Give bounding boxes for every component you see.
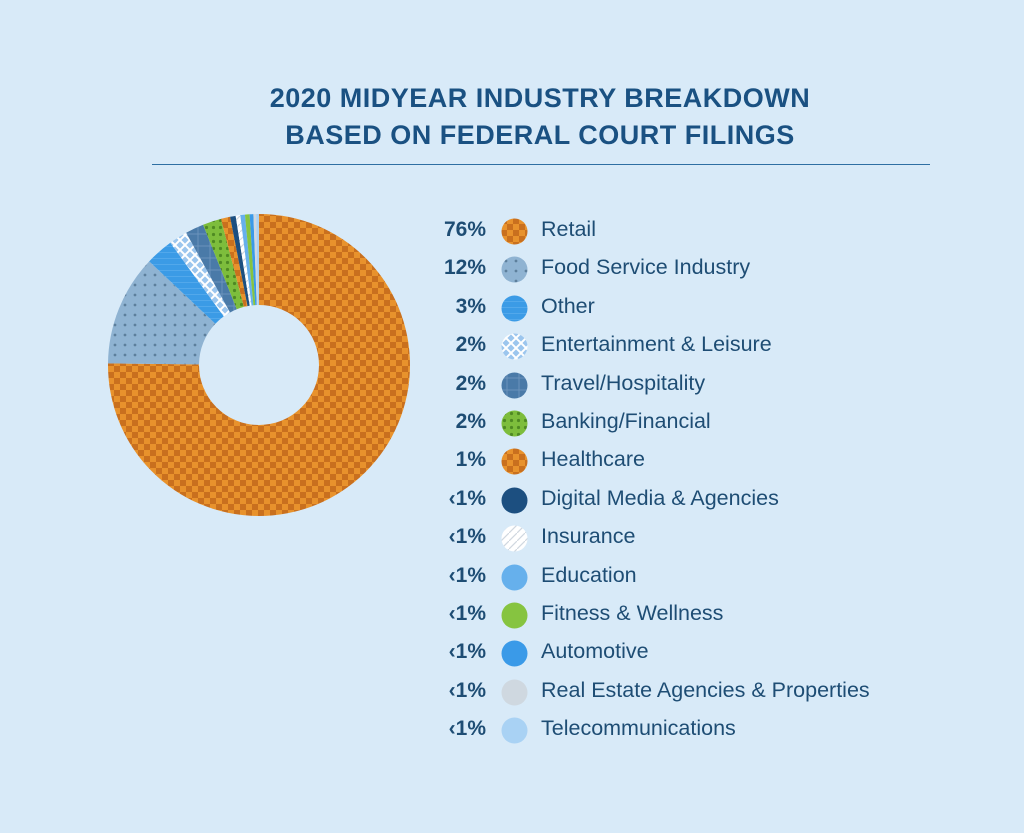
legend-swatch-icon <box>501 218 528 245</box>
legend-swatch-icon <box>501 640 528 667</box>
legend-swatch-icon <box>501 525 528 552</box>
legend-swatch-circle <box>501 256 528 283</box>
legend-label: Fitness & Wellness <box>541 600 724 625</box>
legend-item: 76% Retail <box>420 212 980 250</box>
legend-percent: ‹1% <box>448 640 486 664</box>
legend-label: Healthcare <box>541 447 645 472</box>
title-divider <box>152 164 930 165</box>
chart-title-line-1: 2020 MIDYEAR INDUSTRY BREAKDOWN <box>269 83 811 113</box>
legend-label: Banking/Financial <box>541 408 711 433</box>
legend-swatch-circle <box>501 717 528 744</box>
legend-item: ‹1% Education <box>420 558 980 596</box>
legend-percent: 2% <box>455 371 486 395</box>
donut-slice-13 <box>256 214 259 306</box>
legend-swatch-circle <box>501 640 528 667</box>
donut-slice-11 <box>249 214 257 306</box>
legend-item: ‹1% Digital Media & Agencies <box>420 481 980 519</box>
legend-label: Education <box>541 562 637 587</box>
legend-percent: ‹1% <box>448 525 486 549</box>
donut-slice-12 <box>253 214 258 306</box>
legend-item: ‹1% Telecommunications <box>420 711 980 749</box>
legend-label: Food Service Industry <box>541 255 751 280</box>
legend-item: 2% Entertainment & Leisure <box>420 327 980 365</box>
legend-percent: 2% <box>455 409 486 433</box>
donut-slices <box>108 214 411 517</box>
legend-label: Real Estate Agencies & Properties <box>541 677 870 702</box>
legend-label: Automotive <box>541 639 649 664</box>
legend-label: Insurance <box>541 524 636 549</box>
legend-swatch-icon <box>501 602 528 629</box>
legend-percent: ‹1% <box>448 678 486 702</box>
legend-item: ‹1% Fitness & Wellness <box>420 596 980 634</box>
donut-slice-9 <box>240 214 254 306</box>
legend-swatch-icon <box>501 333 528 360</box>
legend-swatch-circle <box>501 487 528 514</box>
legend-percent: 12% <box>443 256 486 280</box>
chart-title-line-2: BASED ON FEDERAL COURT FILINGS <box>285 120 795 150</box>
legend-label: Digital Media & Agencies <box>541 485 779 510</box>
legend-swatch-circle <box>501 295 528 322</box>
legend-swatch-circle <box>501 333 528 360</box>
legend-percent: 3% <box>455 294 486 318</box>
donut-slice-3 <box>170 232 231 317</box>
legend-label: Other <box>541 293 595 318</box>
donut-slice-5 <box>203 218 244 310</box>
legend-swatch-circle <box>501 218 528 245</box>
legend-swatch-circle <box>501 564 528 591</box>
donut-slice-0 <box>108 214 411 517</box>
legend-label: Travel/Hospitality <box>541 370 706 395</box>
legend-label: Entertainment & Leisure <box>541 332 772 357</box>
legend-percent: ‹1% <box>448 717 486 741</box>
legend-item: ‹1% Insurance <box>420 519 980 557</box>
legend-swatch-circle <box>501 679 528 706</box>
legend-swatch-icon <box>501 256 528 283</box>
donut-slice-8 <box>235 215 252 306</box>
donut-slice-2 <box>149 242 224 324</box>
legend-swatch-icon <box>501 448 528 475</box>
legend-percent: ‹1% <box>448 563 486 587</box>
legend-swatch-icon <box>501 295 528 322</box>
legend-item: 2% Travel/Hospitality <box>420 366 980 404</box>
legend-item: 3% Other <box>420 289 980 327</box>
legend: 76% Retail 12% Food Service Industry 3% Other… <box>420 212 980 749</box>
legend-percent: ‹1% <box>448 601 486 625</box>
donut-slice-7 <box>230 215 250 307</box>
legend-swatch-icon <box>501 487 528 514</box>
legend-label: Telecommunications <box>541 716 736 741</box>
legend-percent: 1% <box>455 448 486 472</box>
donut-slice-10 <box>244 214 256 306</box>
legend-swatch-icon <box>501 372 528 399</box>
legend-swatch-circle <box>501 525 528 552</box>
legend-item: 12% Food Service Industry <box>420 250 980 288</box>
legend-swatch-circle <box>501 602 528 629</box>
legend-item: ‹1% Automotive <box>420 634 980 672</box>
legend-label: Retail <box>541 217 596 241</box>
legend-percent: 2% <box>455 333 486 357</box>
donut-slice-6 <box>220 216 248 307</box>
donut-slice-4 <box>186 224 237 313</box>
legend-swatch-circle <box>501 372 528 399</box>
legend-swatch-circle <box>501 448 528 475</box>
legend-item: 1% Healthcare <box>420 442 980 480</box>
legend-swatch-icon <box>501 679 528 706</box>
legend-item: 2% Banking/Financial <box>420 404 980 442</box>
legend-swatch-icon <box>501 717 528 744</box>
legend-item: ‹1% Real Estate Agencies & Properties <box>420 673 980 711</box>
legend-percent: ‹1% <box>448 486 486 510</box>
donut-slice-1 <box>108 261 216 365</box>
legend-percent: 76% <box>443 218 486 241</box>
legend-swatch-circle <box>501 410 528 437</box>
legend-swatch-icon <box>501 410 528 437</box>
chart-title: 2020 MIDYEAR INDUSTRY BREAKDOWN BASED ON… <box>0 80 1024 154</box>
legend-swatch-icon <box>501 564 528 591</box>
